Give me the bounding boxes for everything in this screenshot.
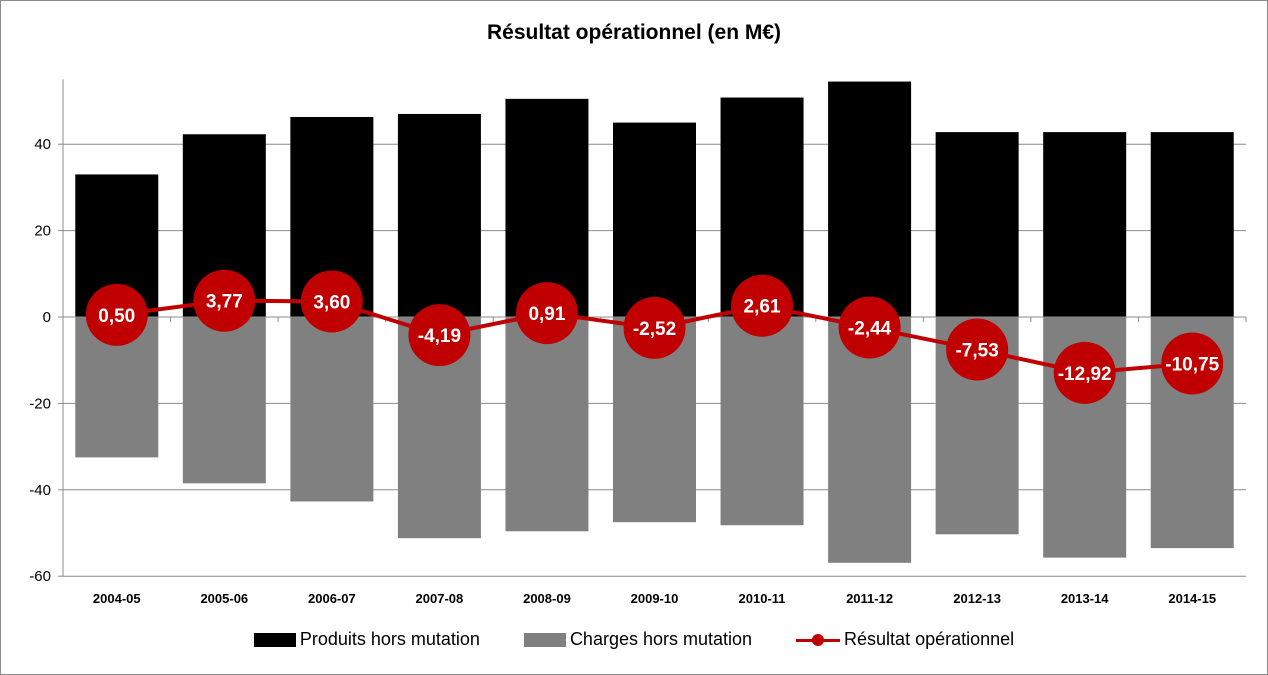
bar-produits-2011-12 [828,81,912,317]
x-tick-label-2010-11: 2010-11 [739,591,786,606]
x-tick-label-2004-05: 2004-05 [93,591,141,606]
point-resultat-2010-11 [731,274,794,337]
bar-charges-2006-07 [290,317,374,502]
x-tick-label-2008-09: 2008-09 [523,591,571,606]
legend-label-charges: Charges hors mutation [569,629,753,649]
legend-swatch-charges [523,632,566,647]
point-resultat-2005-06 [193,269,256,332]
legend-label-resultat: Résultat opérationnel [844,629,1015,649]
data-label-resultat-2008-09: 0,91 [528,304,565,325]
x-tick-label-2012-13: 2012-13 [953,591,1001,606]
legend-swatch-resultat [796,633,841,647]
x-tick-label-2011-12: 2011-12 [846,591,893,606]
point-resultat-2004-05 [85,283,148,346]
bar-produits-2013-14 [1043,132,1127,317]
data-label-resultat-2011-12: -2,44 [848,319,892,340]
legend-item-produits: Produits hors mutation [253,629,480,650]
chart-title: Résultat opérationnel (en M€) [486,21,782,44]
x-tick-label-2005-06: 2005-06 [200,591,248,606]
data-label-resultat-2014-15: -10,75 [1165,354,1219,375]
data-label-resultat-2009-10: -2,52 [633,319,676,340]
legend: Produits hors mutation Charges hors muta… [1,629,1267,650]
point-resultat-2008-09 [515,282,578,345]
bar-produits-2007-08 [397,113,481,318]
point-resultat-2006-07 [300,270,363,333]
bar-charges-2008-09 [505,317,589,532]
y-tick-label: 20 [34,223,51,240]
bar-charges-2005-06 [182,317,266,484]
bar-produits-2012-13 [935,132,1019,317]
y-tick-label: -40 [29,482,51,499]
data-label-resultat-2005-06: 3,77 [206,292,243,313]
x-tick-label-2013-14: 2013-14 [1061,591,1109,606]
point-resultat-2013-14 [1053,341,1116,404]
x-tick-label-2009-10: 2009-10 [631,591,679,606]
x-tick-label-2007-08: 2007-08 [416,591,464,606]
data-label-resultat-2012-13: -7,53 [955,341,998,362]
point-resultat-2007-08 [408,304,471,367]
point-resultat-2009-10 [623,296,686,359]
bar-charges-2010-11 [720,317,804,526]
data-label-resultat-2006-07: 3,60 [313,292,350,313]
data-label-resultat-2007-08: -4,19 [418,326,461,347]
y-tick-label: 0 [43,309,51,326]
x-tick-label-2006-07: 2006-07 [308,591,356,606]
data-label-resultat-2010-11: 2,61 [744,297,781,318]
data-label-resultat-2004-05: 0,50 [98,306,135,327]
point-resultat-2014-15 [1161,332,1224,395]
y-tick-label: -60 [29,568,51,585]
legend-item-resultat: Résultat opérationnel [796,629,1014,650]
data-label-resultat-2013-14: -12,92 [1058,364,1112,385]
y-tick-label: 40 [34,136,51,153]
line-layer: 0,50 3,77 3,60 -4,19 0,91 -2,52 2,61 -2,44 -7,53… [85,269,1224,404]
point-resultat-2011-12 [838,296,901,359]
bar-produits-2014-15 [1150,132,1234,317]
legend-label-produits: Produits hors mutation [299,629,480,649]
bar-produits-2008-09 [505,98,589,317]
legend-item-charges: Charges hors mutation [523,629,753,650]
point-resultat-2012-13 [946,318,1009,381]
x-tick-label-2014-15: 2014-15 [1168,591,1216,606]
y-tick-label: -20 [29,395,51,412]
bar-produits-2009-10 [613,122,696,317]
legend-swatch-produits [253,632,296,647]
